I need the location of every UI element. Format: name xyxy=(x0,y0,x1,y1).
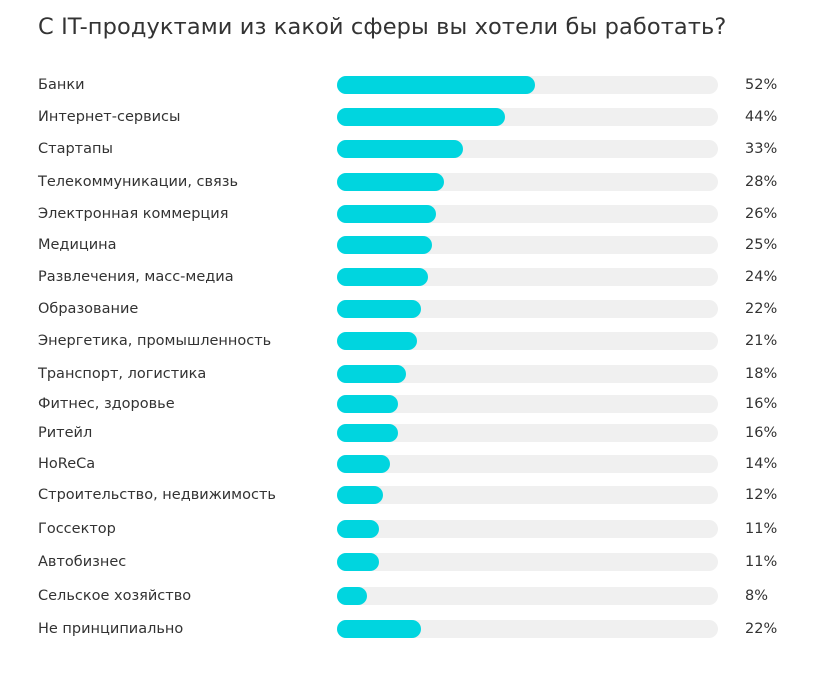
value-label: 12% xyxy=(745,487,778,503)
bar xyxy=(337,300,421,318)
bar xyxy=(337,236,433,254)
bar-row: Медицина 25% xyxy=(0,235,839,255)
bar xyxy=(337,365,406,383)
value-label: 14% xyxy=(745,456,778,472)
chart-title: С IT-продуктами из какой сферы вы хотели… xyxy=(38,14,727,40)
bar xyxy=(337,620,421,638)
category-label: Фитнес, здоровье xyxy=(38,396,175,412)
bar-track xyxy=(337,140,718,158)
bar-row: Образование 22% xyxy=(0,299,839,319)
category-label: Ритейл xyxy=(38,425,93,441)
bar-track xyxy=(337,205,718,223)
category-label: Не принципиально xyxy=(38,621,184,637)
category-label: Телекоммуникации, связь xyxy=(38,174,239,190)
bar-track xyxy=(337,520,718,538)
category-label: Стартапы xyxy=(38,141,113,157)
value-label: 33% xyxy=(745,141,778,157)
bar-row: Интернет-сервисы 44% xyxy=(0,107,839,127)
category-label: Образование xyxy=(38,301,139,317)
value-label: 28% xyxy=(745,174,778,190)
value-label: 16% xyxy=(745,396,778,412)
category-label: Банки xyxy=(38,77,85,93)
bar-row: Энергетика, промышленность 21% xyxy=(0,331,839,351)
category-label: Развлечения, масс-медиа xyxy=(38,269,234,285)
value-label: 52% xyxy=(745,77,778,93)
category-label: Госсектор xyxy=(38,521,116,537)
bar-row: Телекоммуникации, связь 28% xyxy=(0,172,839,192)
category-label: Энергетика, промышленность xyxy=(38,333,272,349)
value-label: 18% xyxy=(745,366,778,382)
bar-row: Фитнес, здоровье 16% xyxy=(0,394,839,414)
bar xyxy=(337,332,417,350)
bar-track xyxy=(337,108,718,126)
bar xyxy=(337,424,398,442)
category-label: Транспорт, логистика xyxy=(38,366,207,382)
bar-track xyxy=(337,424,718,442)
bar-row: Сельское хозяйство 8% xyxy=(0,586,839,606)
bar-track xyxy=(337,486,718,504)
bar xyxy=(337,205,437,223)
category-label: Электронная коммерция xyxy=(38,206,229,222)
bar-row: Строительство, недвижимость 12% xyxy=(0,485,839,505)
bar-track xyxy=(337,173,718,191)
category-label: Автобизнес xyxy=(38,554,127,570)
category-label: Строительство, недвижимость xyxy=(38,487,276,503)
value-label: 8% xyxy=(745,588,769,604)
bar-track xyxy=(337,395,718,413)
category-label: Сельское хозяйство xyxy=(38,588,192,604)
bar-row: HoReCa 14% xyxy=(0,454,839,474)
bar-row: Ритейл 16% xyxy=(0,423,839,443)
bar-row: Банки 52% xyxy=(0,75,839,95)
bar-track xyxy=(337,553,718,571)
value-label: 11% xyxy=(745,521,778,537)
bar-track xyxy=(337,300,718,318)
bar-row: Транспорт, логистика 18% xyxy=(0,364,839,384)
bar xyxy=(337,76,536,94)
bar-track xyxy=(337,236,718,254)
bar xyxy=(337,108,505,126)
bar-track xyxy=(337,587,718,605)
bar xyxy=(337,395,398,413)
bar xyxy=(337,140,463,158)
bar xyxy=(337,268,429,286)
bar-row: Стартапы 33% xyxy=(0,139,839,159)
value-label: 44% xyxy=(745,109,778,125)
bar-row: Не принципиально 22% xyxy=(0,619,839,639)
value-label: 24% xyxy=(745,269,778,285)
category-label: Медицина xyxy=(38,237,117,253)
bar-row: Развлечения, масс-медиа 24% xyxy=(0,267,839,287)
bar-track xyxy=(337,365,718,383)
bar-track xyxy=(337,332,718,350)
category-label: HoReCa xyxy=(38,456,96,472)
bar xyxy=(337,455,391,473)
bar-row: Госсектор 11% xyxy=(0,519,839,539)
bar-row: Автобизнес 11% xyxy=(0,552,839,572)
value-label: 22% xyxy=(745,301,778,317)
bar xyxy=(337,520,379,538)
bar-row: Электронная коммерция 26% xyxy=(0,204,839,224)
bar-track xyxy=(337,455,718,473)
bar xyxy=(337,553,379,571)
bar xyxy=(337,587,368,605)
bar-track xyxy=(337,620,718,638)
value-label: 11% xyxy=(745,554,778,570)
bar-track xyxy=(337,76,718,94)
value-label: 22% xyxy=(745,621,778,637)
bar xyxy=(337,486,383,504)
value-label: 25% xyxy=(745,237,778,253)
bar-track xyxy=(337,268,718,286)
value-label: 21% xyxy=(745,333,778,349)
value-label: 16% xyxy=(745,425,778,441)
category-label: Интернет-сервисы xyxy=(38,109,181,125)
value-label: 26% xyxy=(745,206,778,222)
bar xyxy=(337,173,444,191)
